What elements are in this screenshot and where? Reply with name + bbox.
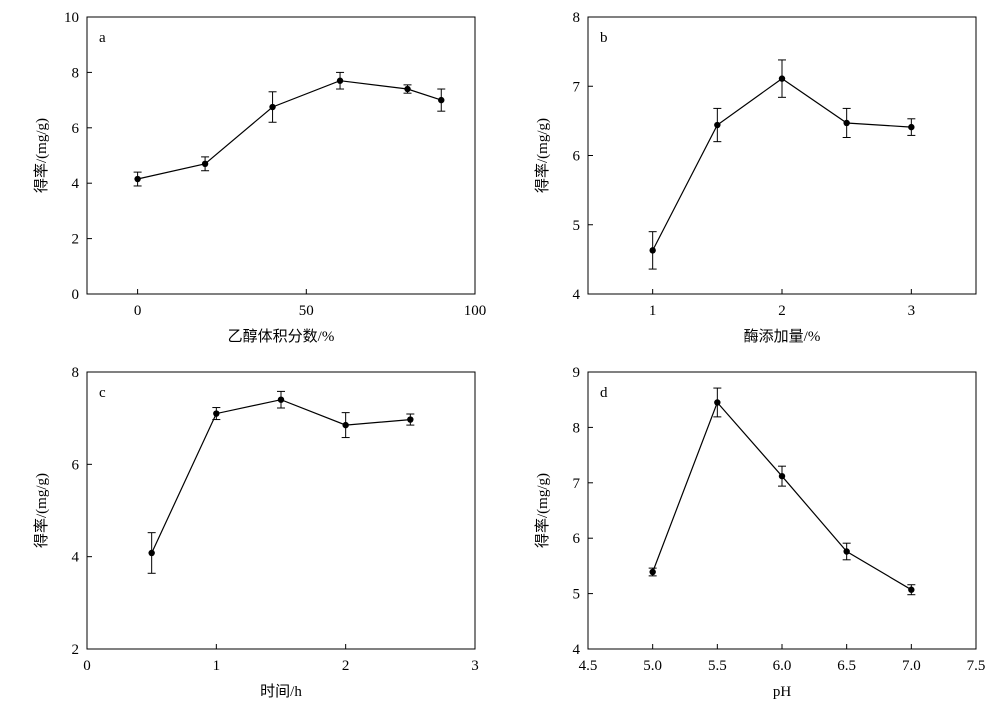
data-point: [269, 103, 276, 111]
series-line: [652, 77, 912, 251]
panel-label: a: [99, 30, 106, 46]
data-point: [336, 77, 344, 84]
y-tick-label: 4: [573, 287, 581, 303]
data-point: [407, 416, 414, 423]
x-tick-label: 7.5: [967, 658, 986, 674]
y-tick-label: 7: [573, 476, 581, 492]
chart-panel-b: 4 5 6 7 8 1 2 3 b 酶添加量/% 得率/(mg/g): [534, 10, 977, 345]
x-tick-label: 50: [299, 303, 314, 319]
data-point: [714, 399, 721, 406]
y-tick-label: 0: [72, 287, 80, 303]
series-line: [652, 401, 912, 591]
data-point: [649, 247, 656, 254]
panel-label: b: [600, 30, 608, 46]
x-tick-label: 6.0: [773, 658, 792, 674]
chart-panel-c: 2 4 6 8 0 1 2 3 c 时间/h 得率/(mg/g): [33, 365, 479, 700]
x-tick-label: 5.5: [708, 658, 727, 674]
y-tick-label: 4: [573, 642, 581, 658]
x-axis-label: pH: [773, 684, 792, 700]
y-tick-label: 9: [573, 365, 581, 381]
data-point: [201, 160, 209, 168]
x-tick-label: 5.0: [643, 658, 662, 674]
y-axis-label: 得率/(mg/g): [33, 473, 50, 548]
y-tick-label: 6: [573, 531, 581, 547]
x-tick-label: 0: [134, 303, 142, 319]
y-tick-label: 8: [72, 65, 80, 81]
x-tick-label: 2: [342, 658, 350, 674]
y-tick-label: 8: [573, 420, 581, 436]
data-point: [134, 175, 141, 183]
data-point: [778, 472, 786, 480]
x-tick-label: 6.5: [837, 658, 856, 674]
panel-label: d: [600, 385, 608, 401]
x-tick-label: 1: [649, 303, 657, 319]
data-point: [649, 568, 656, 576]
data-point: [404, 85, 411, 93]
data-point: [148, 549, 155, 557]
data-point: [778, 75, 786, 82]
x-tick-label: 7.0: [902, 658, 921, 674]
x-tick-label: 3: [471, 658, 479, 674]
y-tick-label: 4: [72, 176, 80, 192]
data-point: [843, 119, 850, 127]
data-point: [438, 96, 445, 104]
series-line: [137, 80, 442, 180]
x-tick-label: 1: [213, 658, 221, 674]
plot-frame: [587, 16, 977, 295]
y-axis-label: 得率/(mg/g): [33, 118, 50, 193]
x-tick-label: 100: [464, 303, 487, 319]
data-point: [908, 123, 915, 131]
plot-frame: [587, 371, 977, 650]
y-tick-label: 5: [573, 587, 581, 603]
y-tick-label: 4: [72, 550, 80, 566]
x-tick-label: 4.5: [579, 658, 598, 674]
y-tick-label: 5: [573, 218, 581, 234]
panel-label: c: [99, 385, 106, 401]
y-tick-label: 2: [72, 642, 80, 658]
series-line: [151, 399, 411, 554]
data-point: [843, 548, 850, 555]
y-tick-label: 6: [72, 121, 80, 137]
x-axis-label: 酶添加量/%: [744, 328, 821, 345]
x-tick-label: 0: [83, 658, 91, 674]
data-point: [277, 396, 285, 403]
x-tick-label: 3: [908, 303, 916, 319]
data-point: [213, 410, 220, 417]
data-point: [908, 586, 915, 593]
y-tick-label: 6: [573, 149, 581, 165]
y-tick-label: 8: [72, 365, 80, 381]
x-axis-label: 时间/h: [260, 683, 302, 700]
y-tick-label: 10: [64, 10, 79, 26]
y-axis-label: 得率/(mg/g): [534, 473, 551, 548]
x-tick-label: 2: [778, 303, 786, 319]
y-tick-label: 2: [72, 232, 80, 248]
data-point: [714, 121, 721, 129]
y-tick-label: 8: [573, 10, 581, 26]
plot-frame: [86, 371, 476, 650]
y-tick-label: 6: [72, 457, 80, 473]
y-axis-label: 得率/(mg/g): [534, 118, 551, 193]
x-axis-label: 乙醇体积分数/%: [228, 328, 335, 345]
data-point: [342, 421, 349, 429]
chart-panel-d: 4 5 6 7 8 9 4.5 5.0 5.5 6.0 6.5 7.0 7.5 d pH 得率/(mg/g): [534, 365, 985, 700]
y-tick-label: 7: [573, 79, 581, 95]
plot-frame: [86, 16, 476, 295]
